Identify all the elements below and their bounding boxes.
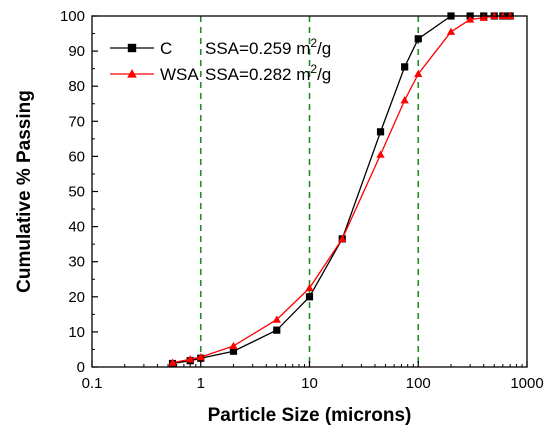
legend-ssa-label: SSA=0.259 m2/g [205, 36, 331, 58]
y-tick-label: 40 [68, 219, 85, 236]
data-point-square [127, 43, 137, 53]
y-tick-label: 50 [68, 184, 85, 201]
x-tick-label: 0.1 [82, 375, 103, 392]
data-point-triangle [479, 13, 488, 21]
x-axis-title: Particle Size (microns) [208, 405, 412, 426]
y-tick-label: 30 [68, 254, 85, 271]
data-point-triangle [168, 358, 177, 366]
data-point-triangle [376, 150, 385, 158]
legend-entry-wsa: WSA SSA=0.282 m2/g [110, 62, 331, 84]
data-point-triangle [196, 353, 205, 361]
data-point-triangle [400, 96, 409, 104]
x-tick-label: 1000 [510, 375, 543, 392]
legend-entry-c: C SSA=0.259 m2/g [110, 36, 331, 58]
legend-ssa-label: SSA=0.282 m2/g [205, 62, 331, 84]
y-tick-label: 70 [68, 113, 85, 130]
y-tick-label: 60 [68, 148, 85, 165]
data-point-square [376, 128, 385, 136]
data-point-triangle [305, 283, 314, 292]
x-tick-label: 100 [406, 375, 431, 392]
y-tick-label: 0 [77, 359, 85, 376]
series-line [172, 15, 511, 364]
y-tick-label: 100 [60, 8, 85, 25]
y-tick-label: 10 [68, 324, 85, 341]
legend-series-name: C [160, 39, 172, 58]
x-tick-label: 1 [197, 375, 205, 392]
data-point-triangle [414, 69, 423, 78]
data-point-square [401, 63, 409, 71]
data-point-triangle [186, 355, 195, 363]
ticks-layer: 0.1 1 10 100 1000 0 10 20 30 40 50 60 70 80 90 100 [60, 8, 544, 392]
y-tick-label: 20 [68, 289, 85, 306]
data-point-triangle [465, 15, 475, 23]
data-point-triangle [338, 234, 347, 242]
data-point-triangle [127, 69, 137, 78]
legend: C SSA=0.259 m2/g WSA SSA=0.282 m2/g [110, 36, 331, 84]
data-point-square [229, 347, 238, 355]
data-point-triangle [446, 27, 456, 35]
data-point-square [414, 35, 422, 43]
y-axis-title: Cumulative % Passing [14, 90, 35, 293]
data-point-square [305, 293, 314, 301]
data-point-triangle [272, 315, 281, 323]
y-tick-label: 90 [68, 43, 85, 60]
legend-series-name: WSA [160, 65, 199, 84]
y-tick-label: 80 [68, 78, 85, 95]
data-point-triangle [229, 341, 238, 350]
x-tick-label: 10 [301, 375, 318, 392]
data-point-square [273, 326, 281, 334]
